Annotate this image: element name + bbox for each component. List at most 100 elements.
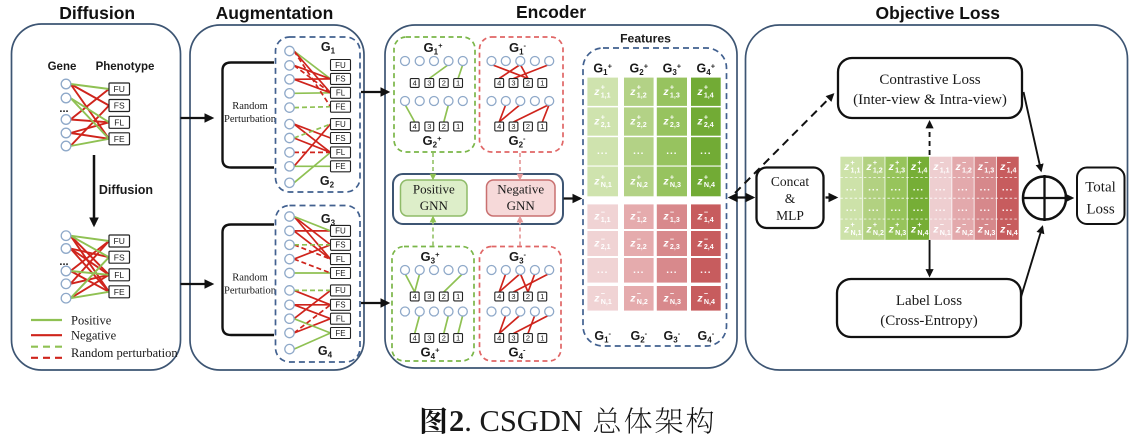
svg-text:+: + [895,221,899,229]
svg-text:N,1: N,1 [940,229,951,237]
svg-text:GNN: GNN [507,198,536,213]
svg-text:z: z [977,161,984,173]
svg-text:Positive: Positive [413,182,455,197]
svg-text:Random perturbation: Random perturbation [71,346,178,360]
svg-text:3: 3 [511,79,515,88]
svg-text:2: 2 [526,334,530,343]
svg-text:−: − [670,235,674,243]
svg-text:4: 4 [497,292,501,301]
svg-text:−: − [1007,221,1011,229]
svg-text:2,4: 2,4 [704,121,714,129]
svg-text:2: 2 [442,334,446,343]
svg-text:Contrastive Loss: Contrastive Loss [879,72,980,88]
svg-text:z: z [696,238,703,250]
svg-text:1,4: 1,4 [1007,167,1017,175]
svg-text:1,4: 1,4 [917,167,927,175]
svg-text:N,3: N,3 [895,229,906,237]
svg-text:...: ... [846,203,857,214]
svg-text:2. CSGDN: 2. CSGDN [449,404,583,437]
svg-text:−: − [637,290,641,298]
svg-text:...: ... [597,146,608,157]
svg-text:(Inter-view & Intra-view): (Inter-view & Intra-view) [853,92,1007,108]
svg-text:−: − [601,235,605,243]
svg-text:z: z [696,292,703,304]
svg-text:FS: FS [335,301,345,310]
svg-text:−: − [637,209,641,217]
svg-text:Objective Loss: Objective Loss [876,3,1001,23]
svg-text:−: − [984,159,988,167]
svg-text:z: z [843,223,850,235]
svg-text:N,2: N,2 [873,229,884,237]
svg-text:z: z [629,175,636,187]
svg-text:z: z [629,211,636,223]
svg-text:−: − [940,221,944,229]
svg-text:GNN: GNN [420,198,449,213]
svg-text:−: − [1007,159,1011,167]
svg-text:z: z [888,223,895,235]
svg-text:z: z [888,161,895,173]
svg-text:2,2: 2,2 [637,121,647,129]
svg-text:Random: Random [232,273,268,284]
svg-text:z: z [865,161,872,173]
svg-text:FE: FE [335,269,345,278]
svg-text:FE: FE [335,329,345,338]
svg-text:N,4: N,4 [1007,229,1018,237]
svg-text:FS: FS [114,101,125,111]
svg-text:+: + [873,159,877,167]
svg-text:FU: FU [114,236,125,246]
svg-text:...: ... [980,182,991,193]
svg-text:N,1: N,1 [601,298,612,306]
svg-text:1: 1 [456,79,460,88]
svg-text:3: 3 [427,334,431,343]
svg-text:N,2: N,2 [637,181,648,189]
svg-text:...: ... [666,265,677,276]
svg-text:FS: FS [335,75,345,84]
svg-text:1: 1 [456,334,460,343]
svg-text:z: z [696,175,703,187]
svg-text:FL: FL [336,315,346,324]
svg-text:FE: FE [335,162,345,171]
svg-text:−: − [704,209,708,217]
svg-text:1,4: 1,4 [704,91,714,99]
svg-text:−: − [962,159,966,167]
svg-text:...: ... [846,182,857,193]
svg-text:4: 4 [497,122,501,131]
svg-text:1,2: 1,2 [873,167,883,175]
svg-text:1,2: 1,2 [962,167,972,175]
svg-text:Label Loss: Label Loss [896,293,962,309]
svg-text:3: 3 [427,292,431,301]
svg-text:...: ... [890,203,901,214]
svg-text:1,3: 1,3 [895,167,905,175]
svg-text:−: − [601,290,605,298]
svg-text:z: z [865,223,872,235]
svg-text:z: z [629,86,636,98]
svg-text:1,2: 1,2 [637,216,647,224]
svg-text:N,2: N,2 [637,298,648,306]
svg-text:z: z [593,175,600,187]
svg-text:1,1: 1,1 [940,167,950,175]
svg-text:...: ... [700,265,711,276]
svg-text:+: + [704,84,708,92]
svg-text:Perturbation: Perturbation [224,286,277,297]
svg-text:3: 3 [511,122,515,131]
svg-text:2,3: 2,3 [670,121,680,129]
svg-text:FS: FS [114,252,125,262]
svg-text:+: + [917,221,921,229]
svg-text:1: 1 [456,292,460,301]
svg-text:z: z [662,211,669,223]
svg-text:4: 4 [413,334,417,343]
svg-text:MLP: MLP [776,208,804,223]
svg-text:1,3: 1,3 [670,91,680,99]
svg-text:N,4: N,4 [917,229,928,237]
svg-text:Concat: Concat [771,174,809,189]
svg-text:+: + [601,113,605,121]
svg-text:2: 2 [526,79,530,88]
svg-text:z: z [593,211,600,223]
svg-text:z: z [629,116,636,128]
svg-text:1,1: 1,1 [601,91,611,99]
svg-text:3: 3 [511,334,515,343]
svg-text:1,1: 1,1 [851,167,861,175]
svg-text:Diffusion: Diffusion [59,3,135,23]
svg-text:N,4: N,4 [704,298,715,306]
svg-text:2,2: 2,2 [637,243,647,251]
